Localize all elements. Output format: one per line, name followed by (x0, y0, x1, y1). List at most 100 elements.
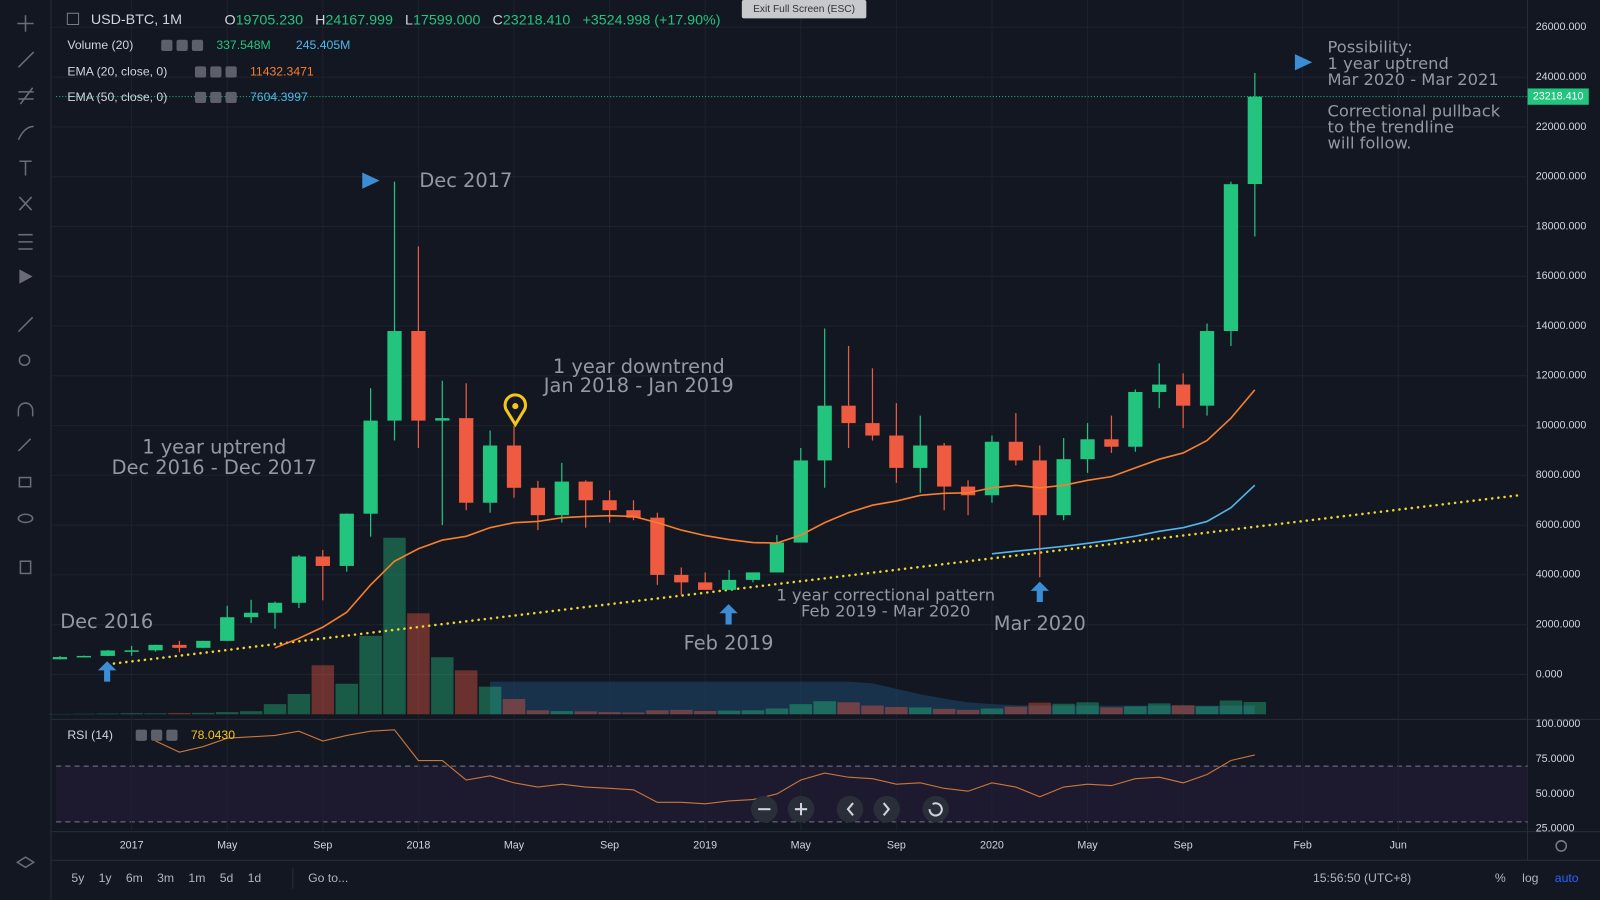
y-tick-label: 16000.000 (1536, 270, 1587, 282)
range-button[interactable]: 6m (126, 871, 143, 885)
reset-button[interactable] (922, 795, 949, 823)
volume-bar (502, 699, 526, 715)
candle-body (554, 481, 569, 516)
candle-body (196, 640, 211, 648)
range-button[interactable]: 5y (71, 871, 85, 885)
volume-bar (717, 710, 741, 715)
zoom-in-icon (794, 803, 808, 816)
indicator-control[interactable] (161, 39, 173, 52)
candle-body (1223, 184, 1239, 332)
rsi-tick-label: 100.0000 (1536, 718, 1581, 730)
volume-bar (454, 670, 478, 715)
y-tick-label: 8000.000 (1536, 469, 1581, 481)
annotation: Correctional pullback (1328, 102, 1501, 121)
x-tick-label: May (217, 840, 238, 852)
y-tick-label: 12000.000 (1536, 370, 1587, 382)
settings-button[interactable] (1555, 840, 1568, 852)
volume-ma-area (490, 681, 1255, 715)
object-tree[interactable] (15, 856, 36, 869)
candle-body (913, 445, 928, 468)
volume-bar (646, 710, 669, 715)
candle-body (267, 602, 283, 613)
pattern-tool[interactable] (18, 196, 33, 211)
indicator-control[interactable] (194, 91, 207, 104)
range-button[interactable]: 5d (220, 871, 234, 885)
price-change: +3524.998 (+17.90%) (582, 12, 720, 28)
candle-body (793, 460, 808, 543)
x-tick-label: 2018 (407, 840, 431, 852)
fib-tool[interactable] (18, 87, 34, 105)
y-tick-label: 4000.000 (1536, 569, 1581, 581)
crosshair-tool[interactable] (17, 15, 34, 32)
volume-bar (1219, 700, 1243, 715)
zoom-tool[interactable] (18, 354, 31, 367)
scale-option[interactable]: log (1522, 871, 1539, 885)
indicator-legends: Volume (20) 337.548M 245.405M EMA (20, clos… (67, 38, 350, 742)
indicator-control[interactable] (210, 91, 222, 104)
symbol-title[interactable]: USD-BTC, 1M (91, 12, 182, 28)
indicator-control[interactable] (225, 91, 237, 104)
scroll-left-button[interactable] (836, 795, 864, 823)
volume-bar (120, 713, 143, 715)
replay-tool[interactable] (19, 269, 33, 284)
lock-tool[interactable] (18, 476, 32, 488)
range-button[interactable]: 1y (99, 871, 113, 885)
candle-body (578, 481, 593, 501)
scroll-right-button[interactable] (873, 795, 900, 823)
volume-bar (813, 701, 836, 715)
y-tick-label: 24000.000 (1536, 71, 1587, 83)
volume-bar (1148, 703, 1171, 715)
lock-drawing-tool[interactable] (17, 438, 32, 452)
annotation: Mar 2020 (994, 612, 1086, 635)
legend-toggle[interactable] (66, 12, 80, 25)
candle-body (960, 486, 976, 496)
volume-bar (1171, 705, 1195, 715)
prediction-tool[interactable] (18, 233, 33, 250)
clock: 15:56:50 (UTC+8) (1313, 871, 1411, 885)
y-tick-label: 6000.000 (1536, 519, 1581, 531)
volume-bar (168, 713, 191, 715)
ruler-tool[interactable] (17, 316, 34, 333)
y-tick-label: 0.000 (1536, 668, 1563, 680)
indicator-control[interactable] (135, 729, 147, 741)
candle-body (650, 517, 665, 575)
indicator-control[interactable] (151, 729, 163, 741)
ohlc-value: 19705.230 (236, 12, 304, 28)
indicator-control[interactable] (194, 66, 207, 78)
visibility-tool[interactable] (17, 513, 34, 524)
indicator-control[interactable] (191, 39, 204, 52)
indicator-name: Volume (20) (67, 38, 133, 52)
tooltip (741, 0, 867, 19)
indicator-control[interactable] (166, 729, 178, 741)
flag-marker (1294, 54, 1313, 71)
text-tool[interactable] (19, 160, 32, 176)
range-button[interactable]: 3m (157, 871, 174, 885)
annotation: Dec 2016 - Dec 2017 (112, 456, 317, 479)
trash-tool[interactable] (19, 560, 32, 575)
annotation: 1 year correctional pattern (776, 585, 995, 604)
indicator-value: 7604.3997 (250, 90, 308, 104)
range-button[interactable]: 1d (248, 871, 262, 885)
candle-body (387, 331, 402, 421)
indicator-control[interactable] (176, 39, 188, 52)
indicator-control[interactable] (225, 66, 237, 78)
candle-body (530, 487, 546, 516)
bottom-toolbar: Go to... 15:56:50 (UTC+8) 5y 1y 6m 3m 1m 5d 1d… (71, 868, 1579, 889)
annotation: will follow. (1328, 133, 1412, 152)
brush-tool[interactable] (17, 125, 34, 141)
range-button[interactable]: 1m (188, 871, 205, 885)
scale-option[interactable]: auto (1555, 871, 1579, 885)
candle-body (482, 445, 498, 503)
annotation: 1 year uptrend (142, 435, 286, 458)
indicator-control[interactable] (210, 66, 222, 78)
volume-bar (287, 693, 311, 715)
volume-bar (1195, 706, 1219, 715)
goto-button[interactable]: Go to... (308, 871, 348, 885)
trendline-tool[interactable] (17, 51, 35, 68)
scale-option[interactable]: % (1495, 871, 1506, 885)
candle-body (435, 418, 450, 421)
annotation: Feb 2019 (684, 631, 774, 654)
magnet-tool[interactable] (17, 402, 34, 417)
